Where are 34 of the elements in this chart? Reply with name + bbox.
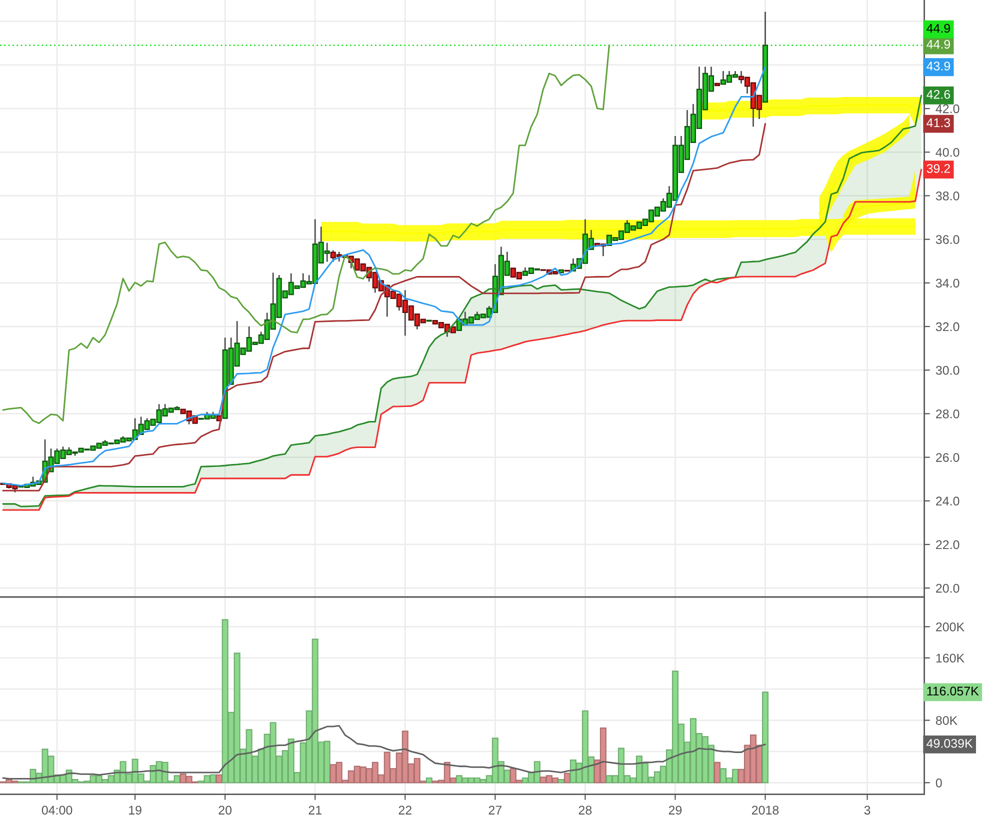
x-tick-label: 2018 bbox=[752, 806, 779, 815]
text: 116.057K bbox=[927, 686, 979, 696]
text: 49.039K bbox=[926, 738, 973, 748]
y-tick-label: 160K bbox=[936, 654, 964, 663]
y-tick-label: 36.0 bbox=[936, 235, 960, 244]
x-tick-label: 29 bbox=[668, 806, 682, 815]
data-label: 39.2 bbox=[926, 164, 950, 173]
x-tick-label: 21 bbox=[308, 806, 322, 814]
y-tick-label: 34.0 bbox=[936, 278, 960, 288]
y-tick-label: 32.0 bbox=[936, 322, 960, 332]
y-tick-label: 38.0 bbox=[936, 192, 960, 200]
x-tick-label: 04:00 bbox=[42, 806, 72, 815]
y-tick-label: 28.0 bbox=[936, 409, 960, 418]
y-tick-label: 30.0 bbox=[936, 366, 960, 375]
annotation: 41.3 bbox=[926, 118, 950, 128]
y-tick-label: 0 bbox=[936, 778, 942, 788]
y-tick-label: 80K bbox=[936, 716, 958, 725]
x-tick-label: 20 bbox=[218, 806, 232, 815]
x-tick-label: 19 bbox=[129, 806, 142, 815]
y-tick-label: 200K bbox=[936, 622, 964, 632]
y-tick-label: 22.0 bbox=[936, 540, 960, 550]
y-tick-label: 26.0 bbox=[936, 453, 960, 462]
annotation: 43.9 bbox=[926, 62, 950, 70]
ref-line-label: 44.9 bbox=[926, 24, 950, 33]
data-label: 42.6 bbox=[926, 90, 950, 99]
x-tick-label: 3 bbox=[864, 806, 870, 815]
y-tick-label: 40.0 bbox=[936, 148, 960, 157]
x-tick-label: 27 bbox=[488, 806, 502, 814]
y-tick-label: 42.0 bbox=[936, 104, 960, 114]
y-tick-label: 20.0 bbox=[936, 584, 960, 593]
x-tick-label: 28 bbox=[578, 806, 592, 815]
y-tick-label: 24.0 bbox=[936, 496, 960, 506]
annotation: 44.9 bbox=[926, 40, 950, 49]
x-tick-label: 22 bbox=[398, 806, 412, 814]
